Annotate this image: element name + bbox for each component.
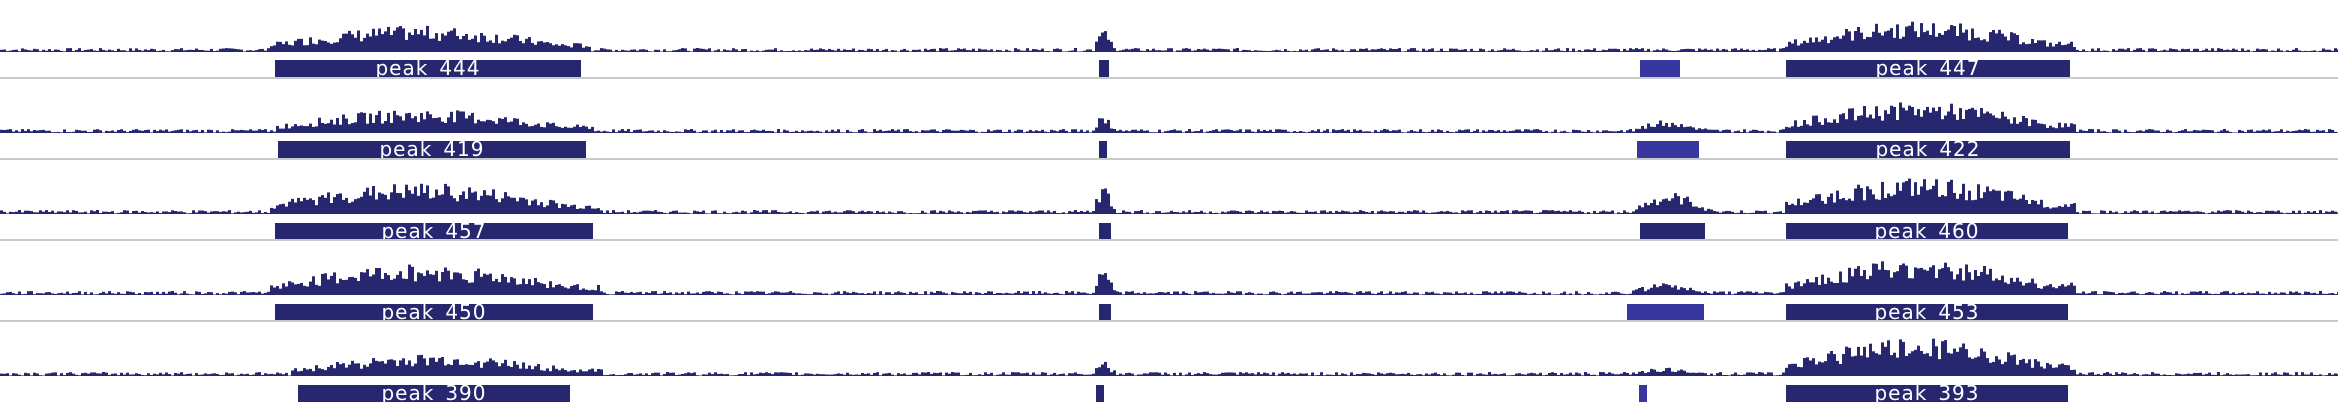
- peak-region[interactable]: peak_422: [1786, 139, 2070, 159]
- peak-region[interactable]: [1099, 304, 1111, 321]
- coverage-histogram: [0, 261, 2338, 295]
- peak-region[interactable]: [1099, 141, 1107, 158]
- peak-region[interactable]: peak_390: [298, 383, 570, 403]
- peak-region[interactable]: peak_393: [1786, 383, 2068, 403]
- coverage-track-5: peak_390 peak_393: [0, 324, 2338, 405]
- peak-region[interactable]: [1639, 385, 1647, 402]
- coverage-histogram: [0, 338, 2338, 376]
- coverage-track-2: peak_419 peak_422: [0, 81, 2338, 162]
- peak-region[interactable]: [1627, 304, 1704, 321]
- coverage-histogram: [0, 21, 2338, 52]
- peak-region[interactable]: [1637, 141, 1699, 158]
- peak-region[interactable]: [1099, 60, 1109, 77]
- track-separator: [0, 239, 2338, 241]
- track-separator: [0, 77, 2338, 79]
- track-separator: [0, 320, 2338, 322]
- peak-region[interactable]: peak_457: [275, 221, 593, 241]
- coverage-histogram: [0, 178, 2338, 214]
- peak-region[interactable]: [1096, 385, 1104, 402]
- coverage-track-1: peak_444 peak_447: [0, 0, 2338, 81]
- coverage-histogram: [0, 102, 2338, 133]
- coverage-track-3: peak_457 peak_460: [0, 162, 2338, 243]
- peak-region[interactable]: [1099, 223, 1111, 240]
- peak-region[interactable]: peak_453: [1786, 302, 2068, 322]
- peak-region[interactable]: peak_460: [1786, 221, 2068, 241]
- peak-region[interactable]: peak_444: [275, 58, 581, 78]
- peak-region[interactable]: peak_447: [1786, 58, 2070, 78]
- track-separator: [0, 158, 2338, 160]
- peak-region[interactable]: [1640, 223, 1705, 240]
- coverage-track-4: peak_450 peak_453: [0, 243, 2338, 324]
- peak-region[interactable]: peak_419: [278, 139, 586, 159]
- peak-region[interactable]: [1640, 60, 1680, 77]
- peak-region[interactable]: peak_450: [275, 302, 593, 322]
